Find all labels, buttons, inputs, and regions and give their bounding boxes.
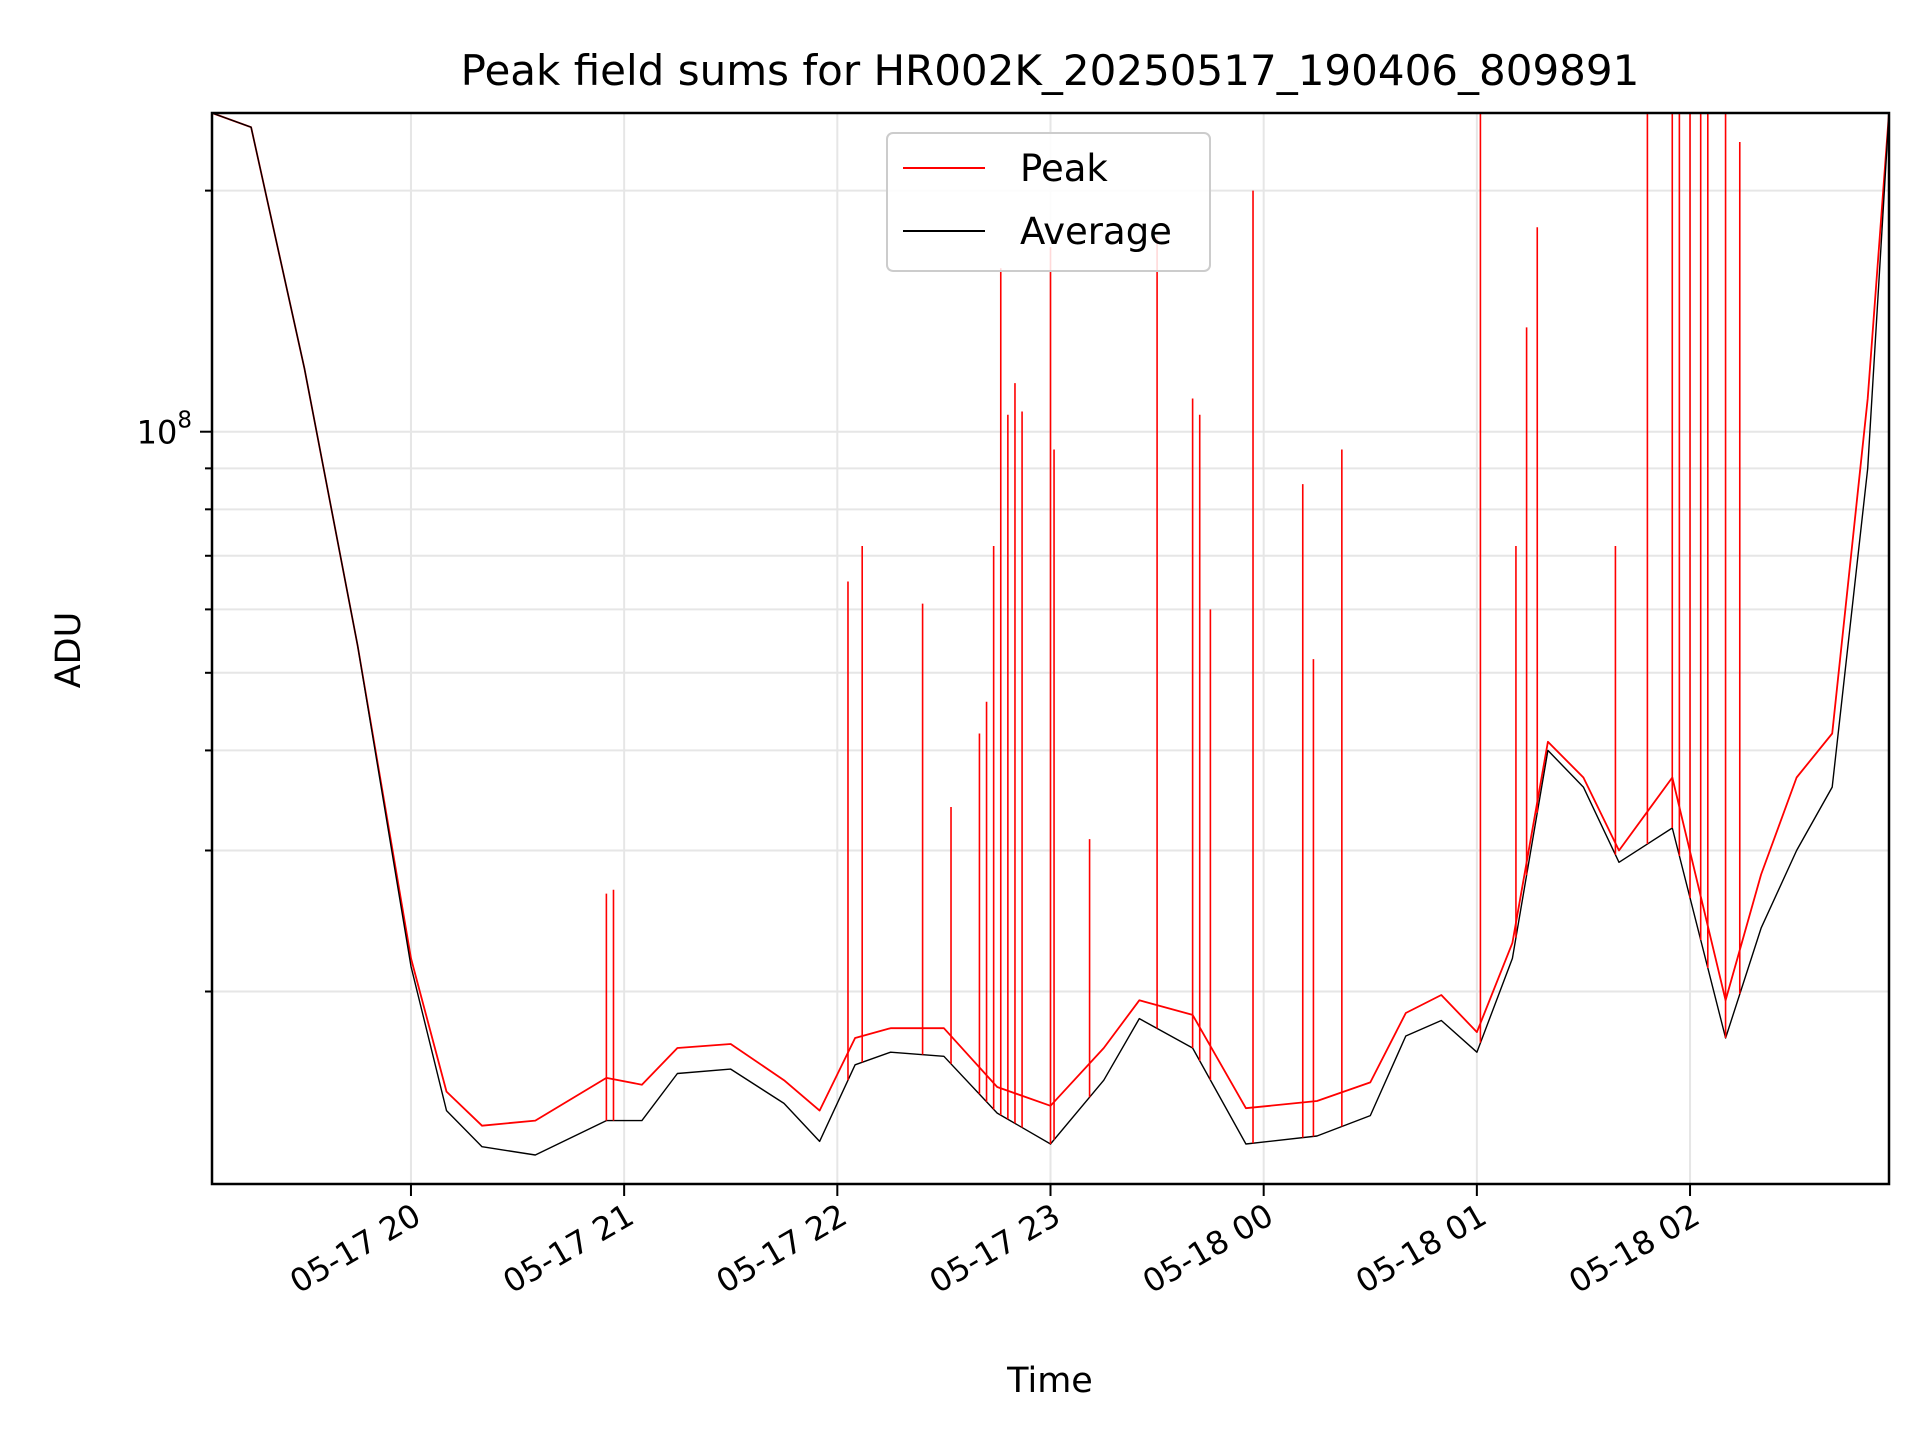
legend-average-label: Average bbox=[1020, 210, 1172, 253]
peak-line bbox=[211, 112, 1890, 1127]
y-axis-label: ADU bbox=[49, 612, 89, 689]
plot-series bbox=[211, 112, 1890, 1156]
y-tick-label: 108 bbox=[137, 408, 192, 452]
chart-title: Peak field sums for HR002K_20250517_1904… bbox=[461, 46, 1640, 95]
x-axis-label: Time bbox=[1006, 1361, 1093, 1401]
legend-peak-label: Peak bbox=[1020, 147, 1108, 190]
legend: Peak Average bbox=[886, 132, 1211, 272]
plot-frame bbox=[210, 111, 1891, 1186]
average-line bbox=[211, 112, 1890, 1156]
